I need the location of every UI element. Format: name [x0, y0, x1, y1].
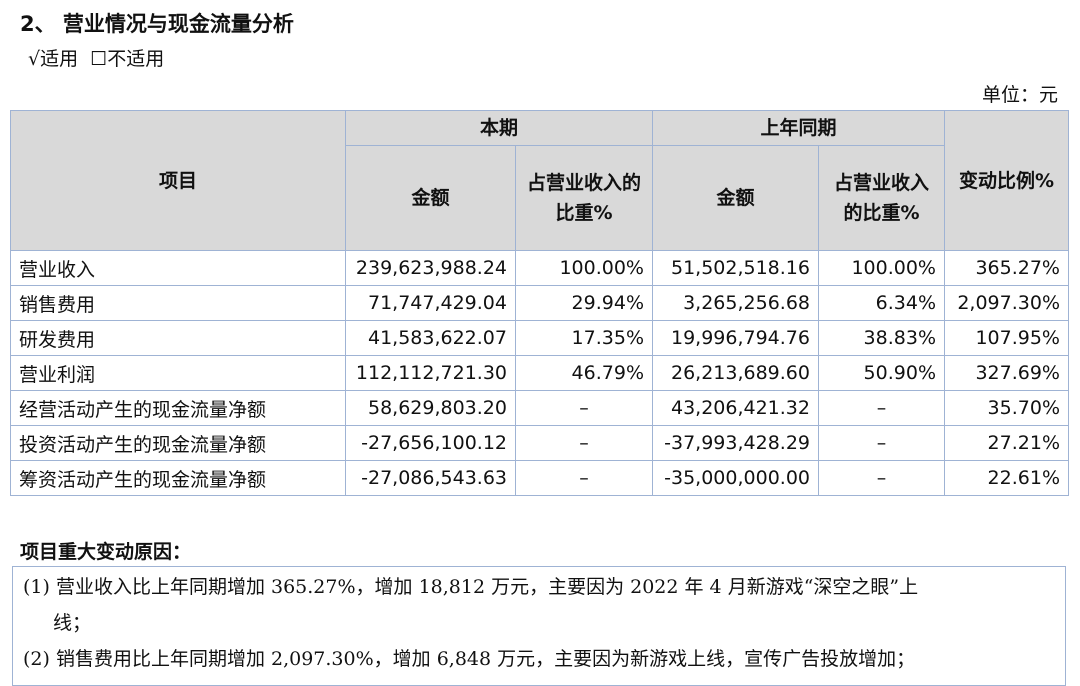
- table-cell: 筹资活动产生的现金流量净额: [10, 460, 346, 496]
- table-cell: 营业收入: [10, 250, 346, 286]
- table-cell: –: [818, 390, 945, 426]
- unit-label: 单位：元: [981, 84, 1058, 106]
- table-cell: -37,993,428.29: [652, 425, 819, 461]
- table-cell: 投资活动产生的现金流量净额: [10, 425, 346, 461]
- header-ratio-prior: 占营业收入的比重%: [818, 145, 945, 251]
- table-cell: 100.00%: [818, 250, 945, 286]
- table-row: 经营活动产生的现金流量净额 58,629,803.20–43,206,421.32…: [10, 390, 1069, 426]
- table-cell: 22.61%: [944, 460, 1069, 496]
- table-cell: 50.90%: [818, 355, 945, 391]
- header-ratio-current: 占营业收入的比重%: [515, 145, 653, 251]
- table-cell: 29.94%: [515, 285, 653, 321]
- table-cell: 239,623,988.24: [345, 250, 516, 286]
- table-cell: 3,265,256.68: [652, 285, 819, 321]
- table-cell: 经营活动产生的现金流量净额: [10, 390, 346, 426]
- table-cell: -35,000,000.00: [652, 460, 819, 496]
- header-current: 本期: [345, 110, 653, 146]
- table-row: 投资活动产生的现金流量净额 -27,656,100.12– -37,993,428.…: [10, 425, 1069, 461]
- table-cell: 2,097.30%: [944, 285, 1069, 321]
- applicable-option: √适用: [28, 48, 79, 70]
- header-amount-prior: 金额: [652, 145, 819, 251]
- table-row: 营业收入 239,623,988.24 100.00% 51,502,518.16 10…: [10, 250, 1069, 286]
- financial-table: 项目 本期 上年同期 变动比例% 金额 占营业收入的比重% 金额 占营业收入的比…: [10, 110, 1069, 496]
- table-cell: 51,502,518.16: [652, 250, 819, 286]
- table-cell: 100.00%: [515, 250, 653, 286]
- reasons-heading: 项目重大变动原因：: [20, 541, 192, 563]
- table-cell: 35.70%: [944, 390, 1069, 426]
- table-row: 销售费用 71,747,429.04 29.94% 3,265,256.68 6.34%…: [10, 285, 1069, 321]
- table-row: 研发费用 41,583,622.07 17.35% 19,996,794.76 38.8…: [10, 320, 1069, 356]
- table-cell: 6.34%: [818, 285, 945, 321]
- header-amount-current: 金额: [345, 145, 516, 251]
- table-cell: 43,206,421.32: [652, 390, 819, 426]
- table-cell: 研发费用: [10, 320, 346, 356]
- table-cell: –: [818, 460, 945, 496]
- reason-item-continued: 线；: [53, 612, 92, 634]
- not-applicable-option: ☐不适用: [90, 48, 165, 70]
- reason-item: (1) 营业收入比上年同期增加 365.27%，增加 18,812 万元，主要因…: [23, 576, 919, 598]
- table-cell: 41,583,622.07: [345, 320, 516, 356]
- reason-item: (2) 销售费用比上年同期增加 2,097.30%，增加 6,848 万元，主要…: [23, 648, 916, 670]
- table-cell: 17.35%: [515, 320, 653, 356]
- table-cell: 107.95%: [944, 320, 1069, 356]
- table-cell: 19,996,794.76: [652, 320, 819, 356]
- table-cell: 327.69%: [944, 355, 1069, 391]
- table-row: 营业利润 112,112,721.30 46.79% 26,213,689.60 50.…: [10, 355, 1069, 391]
- table-cell: 71,747,429.04: [345, 285, 516, 321]
- table-cell: 46.79%: [515, 355, 653, 391]
- table-cell: –: [515, 390, 653, 426]
- section-title: 2、 营业情况与现金流量分析: [20, 12, 294, 36]
- table-row: 筹资活动产生的现金流量净额 -27,086,543.63– -35,000,000.…: [10, 460, 1069, 496]
- header-prior: 上年同期: [652, 110, 945, 146]
- applicability: √适用 ☐不适用: [28, 44, 164, 71]
- table-cell: –: [515, 460, 653, 496]
- table-cell: 58,629,803.20: [345, 390, 516, 426]
- table-cell: 38.83%: [818, 320, 945, 356]
- table-cell: -27,086,543.63: [345, 460, 516, 496]
- table-cell: 26,213,689.60: [652, 355, 819, 391]
- table-cell: 112,112,721.30: [345, 355, 516, 391]
- table-cell: -27,656,100.12: [345, 425, 516, 461]
- table-cell: –: [515, 425, 653, 461]
- table-cell: 365.27%: [944, 250, 1069, 286]
- header-change: 变动比例%: [944, 110, 1069, 251]
- header-item: 项目: [10, 110, 346, 251]
- table-cell: 27.21%: [944, 425, 1069, 461]
- table-cell: –: [818, 425, 945, 461]
- table-cell: 销售费用: [10, 285, 346, 321]
- table-cell: 营业利润: [10, 355, 346, 391]
- reasons-box: (1) 营业收入比上年同期增加 365.27%，增加 18,812 万元，主要因…: [12, 566, 1066, 686]
